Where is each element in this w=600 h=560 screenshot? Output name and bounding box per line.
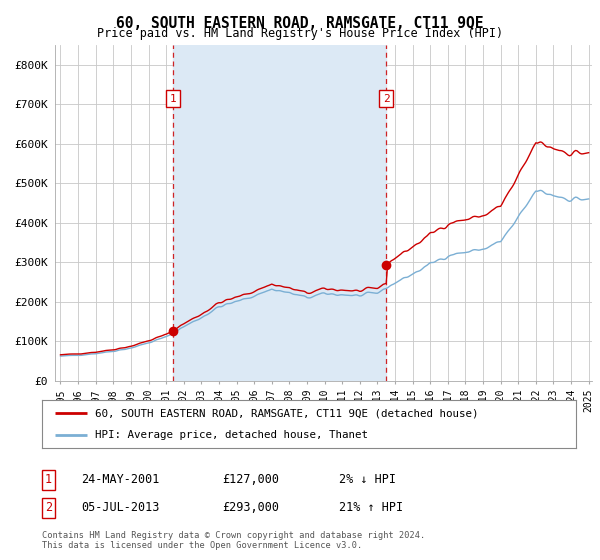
Text: £127,000: £127,000	[222, 473, 279, 487]
Bar	[173, 45, 386, 381]
Text: Contains HM Land Registry data © Crown copyright and database right 2024.
This d: Contains HM Land Registry data © Crown c…	[42, 531, 425, 550]
Text: 21% ↑ HPI: 21% ↑ HPI	[339, 501, 403, 515]
Text: 60, SOUTH EASTERN ROAD, RAMSGATE, CT11 9QE (detached house): 60, SOUTH EASTERN ROAD, RAMSGATE, CT11 9…	[95, 408, 479, 418]
Text: 2% ↓ HPI: 2% ↓ HPI	[339, 473, 396, 487]
Text: 1: 1	[169, 94, 176, 104]
Text: Price paid vs. HM Land Registry's House Price Index (HPI): Price paid vs. HM Land Registry's House …	[97, 27, 503, 40]
Text: 60, SOUTH EASTERN ROAD, RAMSGATE, CT11 9QE: 60, SOUTH EASTERN ROAD, RAMSGATE, CT11 9…	[116, 16, 484, 31]
Text: 1: 1	[45, 473, 52, 487]
Text: 2: 2	[45, 501, 52, 515]
Text: 24-MAY-2001: 24-MAY-2001	[81, 473, 160, 487]
Text: HPI: Average price, detached house, Thanet: HPI: Average price, detached house, Than…	[95, 430, 368, 440]
Text: £293,000: £293,000	[222, 501, 279, 515]
Text: 05-JUL-2013: 05-JUL-2013	[81, 501, 160, 515]
Text: 2: 2	[383, 94, 389, 104]
